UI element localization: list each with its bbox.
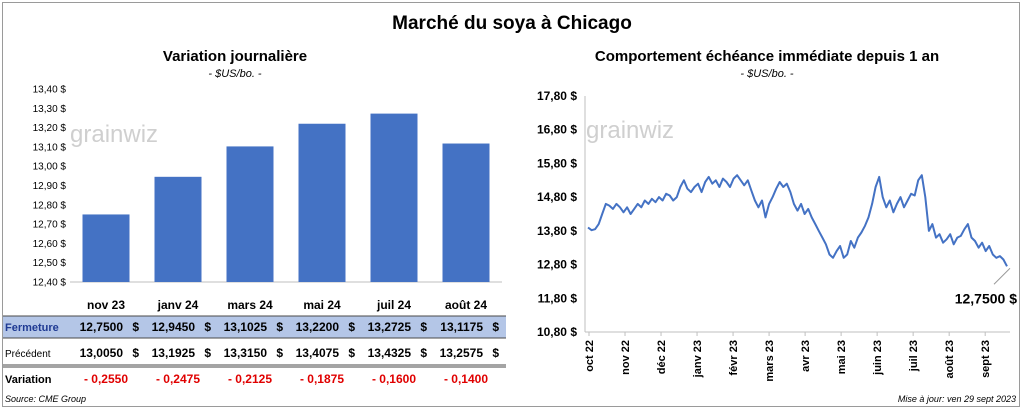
table-cell-unit: $ [492, 346, 499, 360]
bar-x-tick-label: nov 23 [87, 298, 125, 312]
line-x-tick-label: mars 23 [764, 340, 776, 382]
row-variation-label: Variation [5, 374, 52, 386]
bar-y-tick-label: 13,00 $ [33, 162, 67, 173]
bar-2 [226, 146, 274, 282]
line-x-tick-label: août 23 [944, 340, 956, 379]
table-cell-unit: $ [132, 320, 139, 334]
table-cell-unit: $ [132, 346, 139, 360]
table-cell: - 0,1875 [300, 372, 344, 386]
bar-5 [442, 143, 490, 282]
table-cell-unit: $ [276, 346, 283, 360]
bar-chart-subtitle: - $US/bo. - [208, 68, 262, 80]
page-title: Marché du soya à Chicago [392, 13, 632, 34]
bar-x-tick-label: mai 24 [303, 298, 341, 312]
bar-y-tick-label: 13,10 $ [33, 142, 67, 153]
last-value-label: 12,7500 $ [955, 290, 1017, 306]
table-cell: 13,1175 [440, 320, 483, 334]
watermark-right: grainwiz [586, 117, 674, 144]
table-cell: - 0,2550 [84, 372, 128, 386]
watermark-left: grainwiz [70, 121, 158, 148]
bar-y-tick-label: 12,90 $ [33, 181, 67, 192]
table-cell-unit: $ [204, 346, 211, 360]
line-chart-title: Comportement échéance immédiate depuis 1… [595, 48, 939, 65]
bar-y-tick-label: 12,80 $ [33, 200, 67, 211]
line-y-tick-label: 17,80 $ [537, 89, 577, 103]
line-y-tick-label: 14,80 $ [537, 190, 577, 204]
line-x-tick-label: sept 23 [980, 340, 992, 378]
table-cell-unit: $ [276, 320, 283, 334]
table-cell-unit: $ [420, 346, 427, 360]
line-x-tick-label: juil 23 [908, 340, 920, 372]
bar-y-tick-label: 12,60 $ [33, 239, 67, 250]
bar-3 [298, 123, 346, 283]
table-cell: 13,1925 [152, 346, 196, 360]
table-cell: - 0,2125 [228, 372, 272, 386]
price-line-series [587, 174, 1008, 267]
table-cell-unit: $ [492, 320, 499, 334]
table-cell: 13,2575 [440, 346, 484, 360]
table-cell-unit: $ [348, 320, 355, 334]
bar-4 [370, 113, 418, 282]
line-chart-subtitle: - $US/bo. - [740, 68, 794, 80]
row-precedent-label: Précédent [5, 349, 51, 360]
table-cell: 13,3150 [224, 346, 268, 360]
bar-y-tick-label: 13,20 $ [33, 123, 67, 134]
bar-y-tick-label: 12,70 $ [33, 220, 67, 231]
footer-source: Source: CME Group [5, 394, 87, 404]
line-x-tick-label: mai 23 [836, 340, 848, 374]
line-y-tick-label: 10,80 $ [537, 325, 577, 339]
table-cell: 13,4325 [368, 346, 412, 360]
bar-x-tick-label: août 24 [445, 298, 487, 312]
bar-y-tick-label: 13,30 $ [33, 104, 67, 115]
line-x-tick-label: févr 23 [728, 340, 740, 375]
last-value-leader [993, 267, 1011, 285]
footer-updated: Mise à jour: ven 29 sept 2023 [897, 394, 1016, 404]
bar-y-tick-label: 13,40 $ [33, 85, 67, 96]
table-cell-unit: $ [420, 320, 427, 334]
line-x-tick-label: juin 23 [872, 340, 884, 376]
table-cell: - 0,1400 [444, 372, 488, 386]
bar-1 [154, 176, 202, 282]
bar-x-tick-label: mars 24 [227, 298, 273, 312]
table-cell: 12,9450 [152, 320, 196, 334]
table-cell-unit: $ [204, 320, 211, 334]
line-y-tick-label: 13,80 $ [537, 224, 577, 238]
line-y-tick-label: 15,80 $ [537, 156, 577, 170]
bar-x-tick-label: juil 24 [376, 298, 411, 312]
line-y-tick-label: 16,80 $ [537, 123, 577, 137]
bar-y-tick-label: 12,40 $ [33, 278, 67, 289]
row-fermeture-label: Fermeture [5, 322, 59, 334]
table-cell: 13,2725 [368, 320, 412, 334]
bar-x-tick-label: janv 24 [157, 298, 199, 312]
table-cell: - 0,2475 [156, 372, 200, 386]
line-y-tick-label: 12,80 $ [537, 258, 577, 272]
table-cell: 13,2200 [296, 320, 340, 334]
line-x-tick-label: nov 22 [620, 340, 632, 375]
line-y-tick-label: 11,80 $ [538, 291, 578, 305]
bar-0 [82, 214, 130, 282]
line-x-tick-label: janv 23 [692, 340, 704, 378]
table-cell: 13,0050 [80, 346, 124, 360]
line-x-tick-label: déc 22 [656, 340, 668, 374]
line-x-tick-label: avr 23 [800, 340, 812, 372]
bar-y-tick-label: 12,50 $ [33, 258, 67, 269]
row-fermeture-highlight [3, 316, 506, 338]
table-cell: 13,4075 [296, 346, 340, 360]
bar-chart-title: Variation journalière [163, 48, 307, 65]
line-x-tick-label: oct 22 [584, 340, 596, 372]
table-cell-unit: $ [348, 346, 355, 360]
table-cell: 12,7500 [80, 320, 124, 334]
table-cell: 13,1025 [224, 320, 268, 334]
table-cell: - 0,1600 [372, 372, 416, 386]
